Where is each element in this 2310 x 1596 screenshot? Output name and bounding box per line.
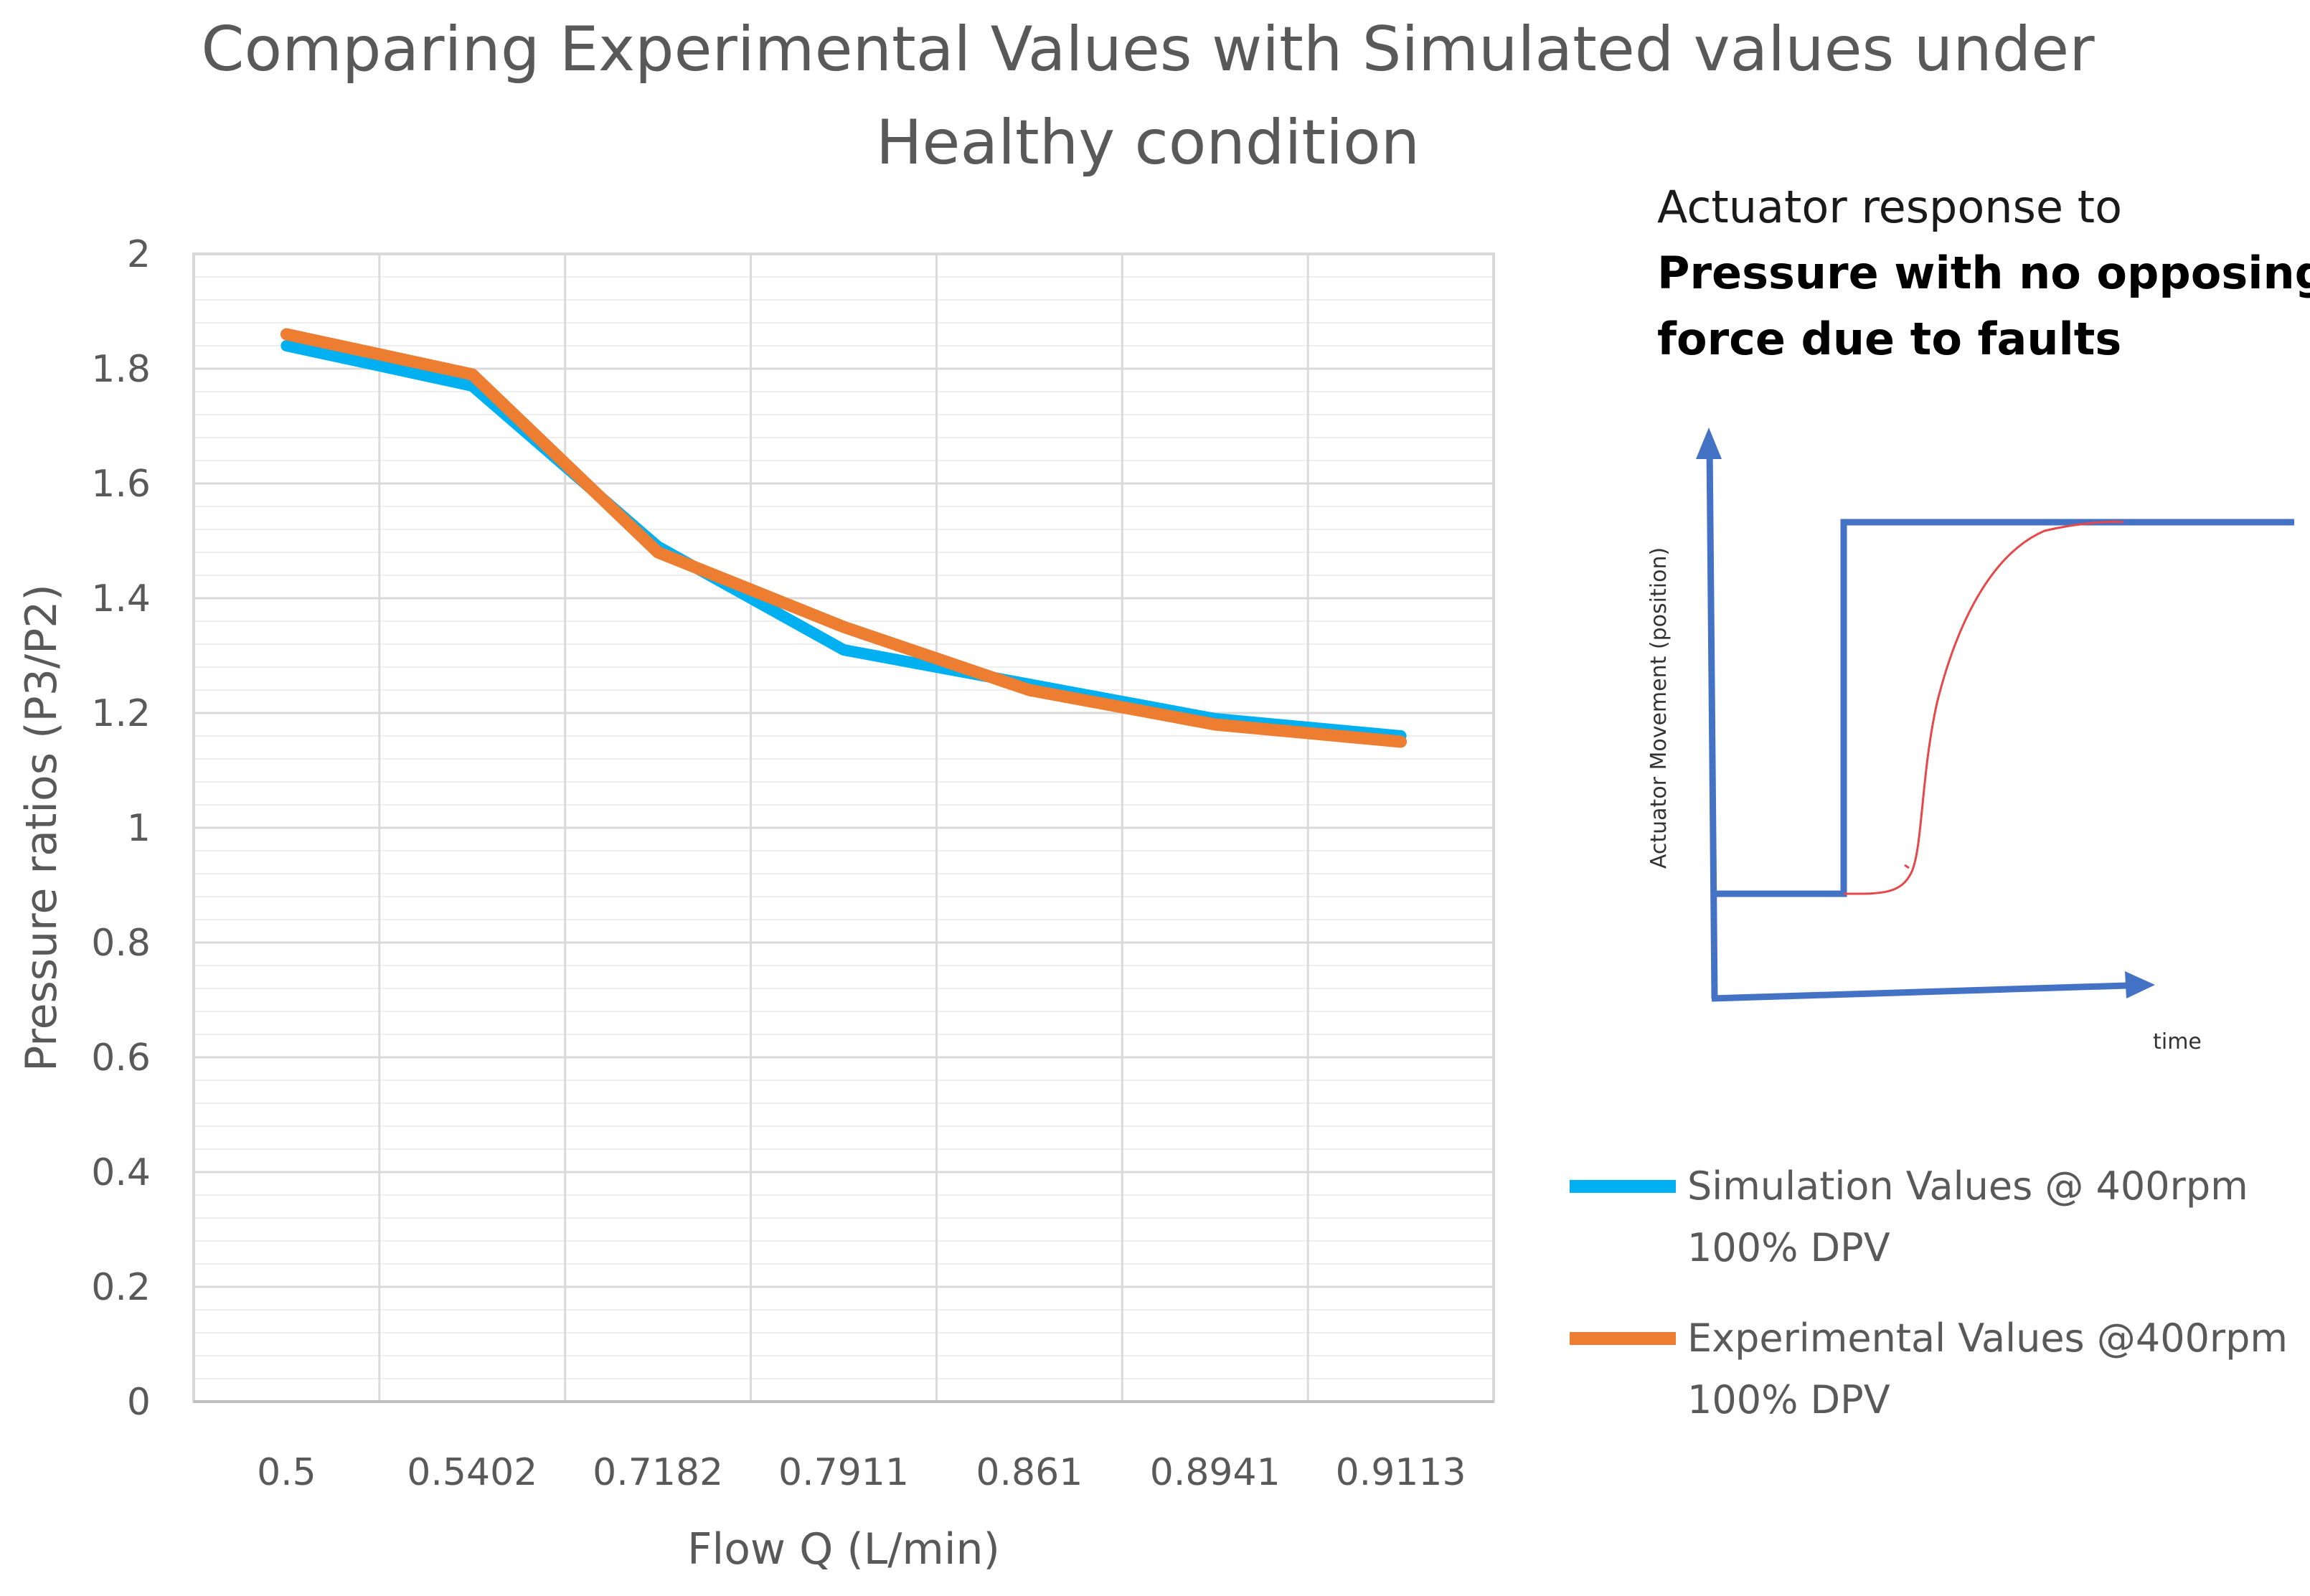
y-tick-label: 0: [127, 1381, 151, 1424]
legend-label-experimental-line-2: 100% DPV: [1687, 1377, 1890, 1422]
data-point-simulation: [843, 649, 844, 651]
y-tick-label: 1.6: [91, 463, 151, 506]
legend: Simulation Values @ 400rpm 100% DPV Expe…: [1570, 1163, 2288, 1422]
annotation-line-2: Pressure with no opposing: [1657, 247, 2310, 299]
step-input-line: [1713, 519, 2294, 897]
x-tick-label: 0.7182: [593, 1451, 723, 1494]
grid-minor: [194, 276, 1494, 1379]
x-tick-label: 0.7911: [778, 1451, 909, 1494]
data-point-experimental: [471, 374, 473, 375]
y-tick-label: 2: [127, 233, 151, 276]
chart-title-line-1: Comparing Experimental Values with Simul…: [201, 14, 2095, 85]
data-point-simulation: [471, 385, 473, 387]
actuator-annotation: Actuator response to Pressure with no op…: [1646, 181, 2310, 1054]
chart-title-line-2: Healthy condition: [876, 107, 1420, 179]
y-tick-label: 1.4: [91, 577, 151, 620]
y-tick-label: 0.2: [91, 1266, 151, 1309]
x-axis-title: Flow Q (L/min): [687, 1524, 1000, 1574]
response-x-axis: [1711, 982, 2127, 1002]
data-point-experimental: [843, 626, 844, 628]
annotation-line-3: force due to faults: [1657, 313, 2121, 365]
data-point-simulation: [286, 345, 288, 346]
response-curve-tick: [1904, 864, 1910, 869]
y-tick-label: 1.2: [91, 692, 151, 735]
x-tick-label: 0.5402: [407, 1451, 537, 1494]
data-point-experimental: [1400, 741, 1402, 742]
y-tick-label: 1.8: [91, 348, 151, 391]
series-line-experimental: [280, 328, 1408, 748]
response-y-label: Actuator Movement (position): [1646, 547, 1672, 869]
x-tick-label: 0.861: [976, 1451, 1083, 1494]
y-tick-label: 1: [127, 807, 151, 850]
series-lines: [280, 328, 1408, 748]
response-x-label: time: [2153, 1029, 2202, 1054]
data-point-experimental: [1214, 724, 1216, 725]
data-point-experimental: [1028, 689, 1030, 691]
response-y-axis: [1706, 444, 1718, 999]
data-point-experimental: [286, 334, 288, 335]
x-tick-labels: 0.5 0.5402 0.7182 0.7911 0.861 0.8941 0.9113: [257, 1451, 1466, 1494]
response-x-arrow-icon: [2125, 971, 2155, 998]
y-tick-label: 0.4: [91, 1151, 151, 1194]
series-line-simulation: [280, 340, 1407, 742]
response-y-arrow-icon: [1696, 428, 1722, 459]
plot-area: 0 0.2 0.4 0.6 0.8 1 1.2 1.4 1.6 1.8 2 0.5 0.5402 0.7…: [91, 233, 1495, 1494]
y-tick-label: 0.8: [91, 922, 151, 965]
y-tick-labels: 0 0.2 0.4 0.6 0.8 1 1.2 1.4 1.6 1.8 2: [91, 233, 151, 1424]
y-tick-label: 0.6: [91, 1037, 151, 1080]
legend-label-simulation-line-1: Simulation Values @ 400rpm: [1687, 1163, 2248, 1209]
y-axis-title: Pressure ratios (P3/P2): [16, 584, 67, 1072]
data-point-experimental: [657, 552, 659, 553]
legend-label-simulation-line-2: 100% DPV: [1687, 1225, 1890, 1270]
legend-label-experimental-line-1: Experimental Values @400rpm: [1687, 1316, 2288, 1361]
annotation-line-1: Actuator response to: [1657, 181, 2122, 233]
response-curve: [1843, 520, 2124, 895]
x-tick-label: 0.5: [257, 1451, 316, 1494]
grid-major: [194, 367, 1494, 1288]
x-tick-label: 0.8941: [1150, 1451, 1281, 1494]
grid-vertical: [378, 254, 1309, 1402]
x-tick-label: 0.9113: [1336, 1451, 1466, 1494]
